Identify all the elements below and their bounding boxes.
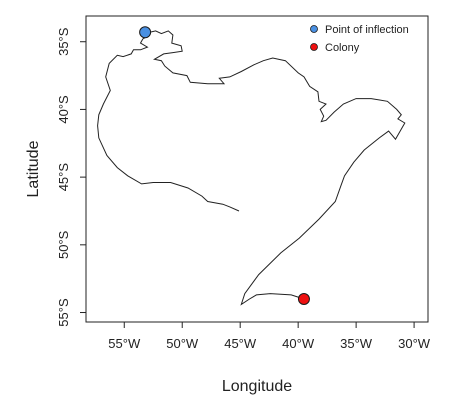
legend-inflection-label: Point of inflection: [325, 24, 409, 36]
y-axis-label: Latitude: [25, 140, 42, 197]
plot-frame: [85, 15, 429, 323]
x-axis-label: Longitude: [222, 378, 292, 395]
colony-marker: [297, 292, 310, 305]
x-axis: 55°W 50°W 45°W 40°W 35°W 30°W: [108, 322, 431, 351]
legend: Point of inflection Colony: [310, 24, 409, 54]
x-tick-label: 35°W: [340, 336, 373, 351]
track-line: [97, 30, 406, 306]
x-tick-label: 40°W: [282, 336, 315, 351]
legend-inflection-swatch: [310, 25, 318, 33]
y-tick-label: 50°S: [56, 230, 71, 259]
y-tick-label: 35°S: [56, 27, 71, 56]
legend-colony-swatch: [310, 43, 318, 51]
x-tick-label: 45°W: [224, 336, 257, 351]
x-tick-label: 55°W: [108, 336, 141, 351]
y-tick-label: 55°S: [56, 298, 71, 327]
y-tick-label: 40°S: [56, 95, 71, 124]
y-axis: 35°S 40°S 45°S 50°S 55°S: [56, 27, 86, 327]
x-tick-label: 30°W: [398, 336, 431, 351]
plot-area: [97, 26, 406, 306]
y-tick-label: 45°S: [56, 163, 71, 192]
inflection-point-marker: [139, 26, 152, 39]
x-tick-label: 50°W: [166, 336, 199, 351]
legend-colony-label: Colony: [325, 42, 360, 54]
